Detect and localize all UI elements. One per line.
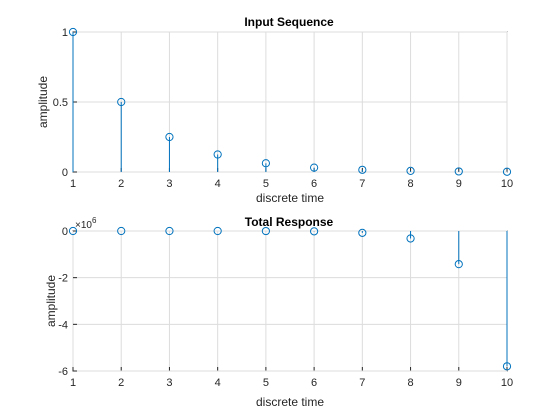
y-tick-label: -6 xyxy=(58,366,68,378)
x-tick-label: 7 xyxy=(359,178,365,190)
y-axis-label: amplitude xyxy=(44,275,58,327)
y-tick-label: -2 xyxy=(58,273,68,285)
subplot-total-response: Total Response 1 2 3 4 5 6 7 8 9 10 -6-4-20 ×106 … xyxy=(44,215,513,409)
y-tick-label: 0.5 xyxy=(53,97,68,109)
y-axis-label: amplitude xyxy=(36,76,50,128)
x-tick-label: 9 xyxy=(456,377,462,389)
x-tick-label: 2 xyxy=(118,178,124,190)
y-tick-label: 0 xyxy=(62,226,68,238)
x-tick-label: 4 xyxy=(215,377,221,389)
x-tick-label: 9 xyxy=(456,178,462,190)
axes-box xyxy=(73,231,507,371)
y-exponent-label: ×106 xyxy=(75,216,97,231)
subplot-input-sequence: Input Sequence 1 2 3 4 5 6 7 8 9 10 00.51 discret… xyxy=(36,15,513,205)
x-tick-label: 2 xyxy=(118,377,124,389)
chart-title: Total Response xyxy=(245,215,334,229)
x-axis-label: discrete time xyxy=(256,395,324,409)
y-tick-labels: -6 -4 -2 0 xyxy=(58,226,68,378)
y-tick-labels: 00.51 xyxy=(53,27,68,179)
x-tick-label: 8 xyxy=(407,178,413,190)
x-tick-label: 5 xyxy=(263,178,269,190)
x-tick-label: 1 xyxy=(70,377,76,389)
x-tick-label: 6 xyxy=(311,377,317,389)
x-tick-label: 8 xyxy=(407,377,413,389)
x-tick-label: 3 xyxy=(166,377,172,389)
x-tick-label: 10 xyxy=(501,178,513,190)
x-tick-label: 1 xyxy=(70,178,76,190)
y-tick-label: 0 xyxy=(62,167,68,179)
x-tick-labels: 1 2 3 4 5 6 7 8 9 10 xyxy=(70,178,513,190)
x-tick-label: 3 xyxy=(166,178,172,190)
x-tick-label: 10 xyxy=(501,377,513,389)
x-tick-label: 4 xyxy=(215,178,221,190)
x-tick-label: 7 xyxy=(359,377,365,389)
x-axis-label: discrete time xyxy=(256,191,324,205)
x-tick-label: 5 xyxy=(263,377,269,389)
y-tick-label: 1 xyxy=(62,27,68,39)
y-tick-label: -4 xyxy=(58,319,68,331)
x-tick-label: 6 xyxy=(311,178,317,190)
x-tick-labels: 1 2 3 4 5 6 7 8 9 10 xyxy=(70,377,513,389)
chart-title: Input Sequence xyxy=(244,15,334,29)
